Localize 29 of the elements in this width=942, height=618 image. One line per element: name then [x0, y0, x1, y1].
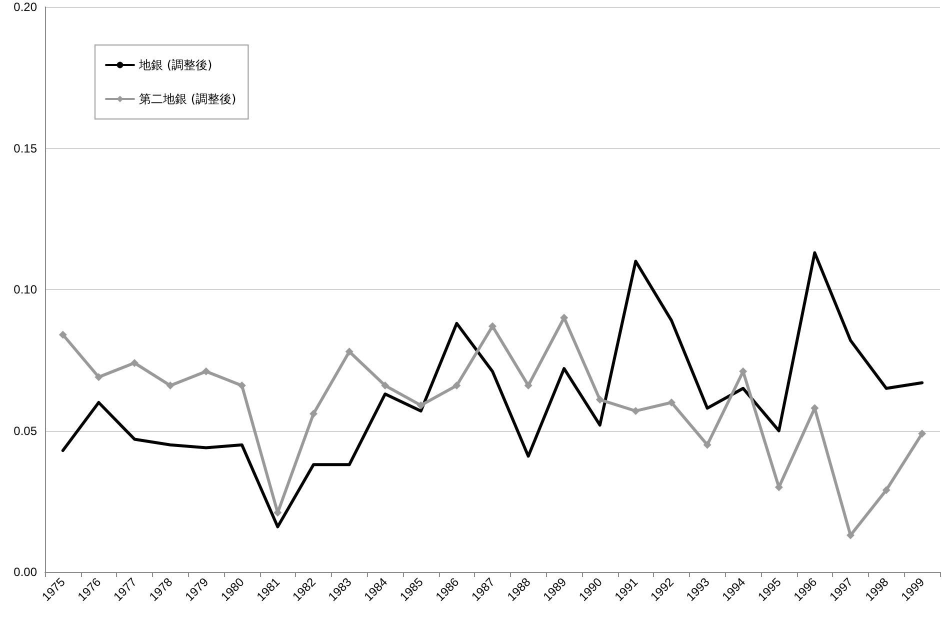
- point: [882, 486, 890, 494]
- point: [452, 382, 461, 390]
- legend-label: 地銀 (調整後): [138, 58, 212, 72]
- y-tick-label: 0.00: [14, 565, 38, 579]
- y-tick-label: 0.20: [14, 0, 38, 14]
- point: [524, 382, 532, 390]
- point: [58, 330, 67, 339]
- point: [560, 314, 568, 322]
- line-series: [61, 251, 924, 528]
- point: [668, 398, 676, 406]
- point: [202, 367, 210, 376]
- legend-label: 第二地銀 (調整後): [139, 92, 236, 106]
- point: [345, 348, 354, 356]
- y-tick-label: 0.05: [14, 424, 38, 438]
- point: [166, 382, 174, 390]
- point: [596, 396, 604, 404]
- y-tick-label: 0.15: [14, 141, 38, 156]
- y-tick-label: 0.10: [14, 282, 38, 296]
- point: [130, 358, 138, 367]
- point: [381, 382, 390, 390]
- point: [238, 382, 246, 390]
- point: [94, 373, 103, 382]
- point: [918, 430, 926, 438]
- point: [632, 406, 640, 415]
- point: [846, 531, 854, 540]
- point: [488, 322, 496, 330]
- point: [416, 401, 425, 410]
- point: [703, 440, 712, 449]
- point: [310, 410, 318, 418]
